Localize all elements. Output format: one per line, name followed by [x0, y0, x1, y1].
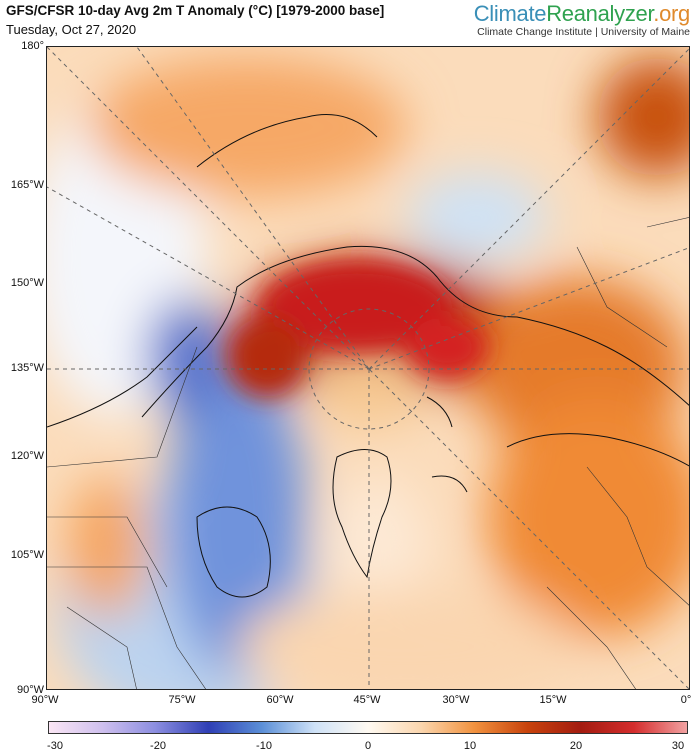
anomaly-map[interactable]	[46, 46, 690, 690]
lon-label: 45°W	[353, 694, 381, 706]
lat-label: 90°W	[16, 684, 44, 696]
brand-subtitle: Climate Change Institute | University of…	[477, 26, 690, 38]
map-title: GFS/CFSR 10-day Avg 2m T Anomaly (°C) [1…	[6, 3, 385, 18]
map-date: Tuesday, Oct 27, 2020	[6, 22, 137, 37]
colorbar-tick: -20	[150, 740, 166, 752]
coastlines	[47, 114, 689, 598]
lon-label: 0°	[680, 694, 692, 706]
lat-label: 165°W	[10, 179, 44, 191]
colorbar-tick: 10	[463, 740, 477, 752]
lon-label: 30°W	[442, 694, 470, 706]
graticule	[47, 47, 689, 689]
lon-label: 90°W	[31, 694, 59, 706]
lat-label: 135°W	[10, 362, 44, 374]
lat-label: 120°W	[10, 450, 44, 462]
colorbar-tick: -10	[256, 740, 272, 752]
anomaly-map-canvas	[47, 47, 689, 689]
lon-label: 75°W	[168, 694, 196, 706]
lon-label: 60°W	[266, 694, 294, 706]
lon-label: 15°W	[539, 694, 567, 706]
lat-label: 150°W	[10, 277, 44, 289]
brand-logo-reanalyzer: Reanalyzer	[546, 1, 654, 26]
lat-label: 180°	[21, 40, 44, 52]
colorbar-tick: 20	[569, 740, 583, 752]
brand-logo[interactable]: ClimateReanalyzer.org	[473, 1, 691, 27]
lat-label: 105°W	[10, 549, 44, 561]
brand-logo-climate: Climate	[473, 1, 547, 26]
borders	[47, 217, 689, 689]
colorbar-tick: 0	[364, 740, 372, 752]
colorbar-tick: -30	[47, 740, 63, 752]
brand-logo-org: .org	[653, 1, 690, 26]
colorbar	[48, 721, 688, 734]
colorbar-tick: 30	[671, 740, 685, 752]
